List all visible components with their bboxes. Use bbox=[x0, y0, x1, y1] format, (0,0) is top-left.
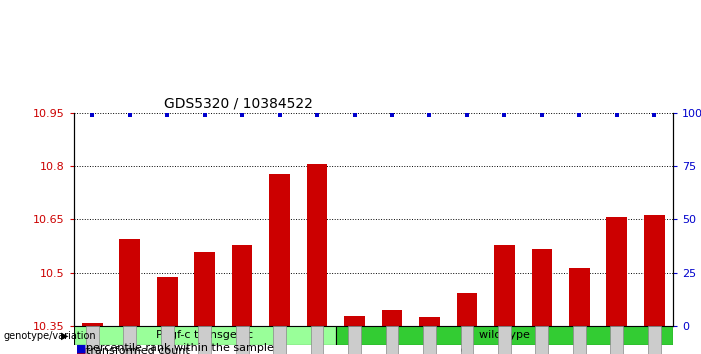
Point bbox=[611, 113, 622, 118]
Text: GDS5320 / 10384522: GDS5320 / 10384522 bbox=[163, 97, 313, 111]
Text: ▶: ▶ bbox=[61, 331, 69, 341]
Point bbox=[274, 113, 285, 118]
Bar bbox=[382, 310, 402, 326]
Text: transformed count: transformed count bbox=[86, 346, 189, 354]
Bar bbox=[307, 164, 327, 326]
Bar bbox=[119, 239, 140, 326]
Bar bbox=[531, 249, 552, 326]
Point bbox=[573, 113, 585, 118]
Point bbox=[424, 113, 435, 118]
Bar bbox=[157, 277, 177, 326]
Point bbox=[461, 113, 472, 118]
Text: percentile rank within the sample: percentile rank within the sample bbox=[86, 343, 273, 353]
Bar bbox=[569, 268, 590, 326]
Bar bbox=[456, 293, 477, 326]
Bar bbox=[606, 217, 627, 326]
Text: ■: ■ bbox=[76, 346, 86, 354]
Point bbox=[648, 113, 660, 118]
Bar bbox=[336, 326, 673, 345]
Point bbox=[124, 113, 135, 118]
Point bbox=[386, 113, 397, 118]
Point bbox=[499, 113, 510, 118]
Bar bbox=[74, 326, 336, 345]
Point bbox=[349, 113, 360, 118]
Bar bbox=[232, 245, 252, 326]
Text: genotype/variation: genotype/variation bbox=[4, 331, 96, 341]
Point bbox=[87, 113, 98, 118]
Point bbox=[236, 113, 247, 118]
Bar bbox=[194, 252, 215, 326]
Bar bbox=[494, 245, 515, 326]
Bar bbox=[82, 323, 102, 326]
Point bbox=[162, 113, 173, 118]
Bar bbox=[644, 215, 665, 326]
Text: wild type: wild type bbox=[479, 330, 530, 341]
Bar bbox=[419, 317, 440, 326]
Bar bbox=[269, 174, 290, 326]
Point bbox=[311, 113, 322, 118]
Bar bbox=[344, 316, 365, 326]
Point bbox=[536, 113, 547, 118]
Text: Pdgf-c transgenic: Pdgf-c transgenic bbox=[156, 330, 253, 341]
Point bbox=[199, 113, 210, 118]
Text: ■: ■ bbox=[76, 343, 86, 353]
